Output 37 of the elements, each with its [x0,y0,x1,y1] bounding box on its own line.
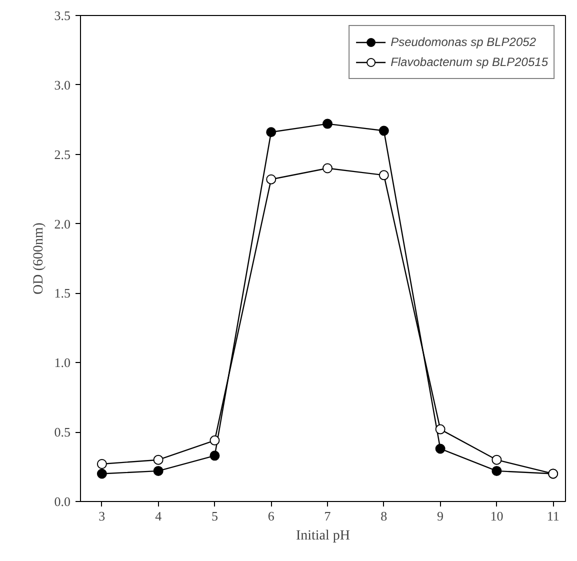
legend-label: Flavobactenum sp BLP20515 [390,55,548,69]
y-tick-label: 2.5 [54,146,70,162]
point [210,435,220,446]
point [378,170,389,180]
x-tick-label: 8 [380,508,388,524]
y-tick-label: 1.0 [54,355,70,370]
point [96,459,107,469]
point [435,444,446,454]
point [492,466,502,476]
point [96,468,107,479]
point [492,454,502,465]
x-tick-label: 5 [211,508,218,524]
x-tick-label: 4 [155,508,162,524]
point [210,450,220,461]
y-tick-label: 0.5 [54,424,70,440]
x-tick-label: 7 [324,508,332,524]
point [266,127,276,138]
x-tick-label: 6 [268,508,275,524]
y-axis-title: OD (600nm) [31,222,46,294]
y-tick-label: 3.0 [54,77,70,92]
x-tick-label: 3 [98,508,106,524]
point [435,424,446,434]
y-tick-label: 1.5 [54,286,70,301]
x-tick-label: 11 [546,508,560,524]
point [378,126,389,136]
x-axis-title: Initial pH [296,528,350,544]
x-tick-label: 9 [437,508,444,524]
point [266,174,276,184]
point [322,163,333,174]
y-tick-label: 0.0 [54,494,70,509]
x-tick-label: 10 [490,508,504,524]
legend-label: Pseudomonas sp BLP2052 [390,35,536,49]
point [322,118,333,129]
point [153,454,164,465]
y-tick-label: 3.5 [54,8,70,23]
point [153,466,164,476]
y-tick-label: 2.0 [54,216,70,232]
